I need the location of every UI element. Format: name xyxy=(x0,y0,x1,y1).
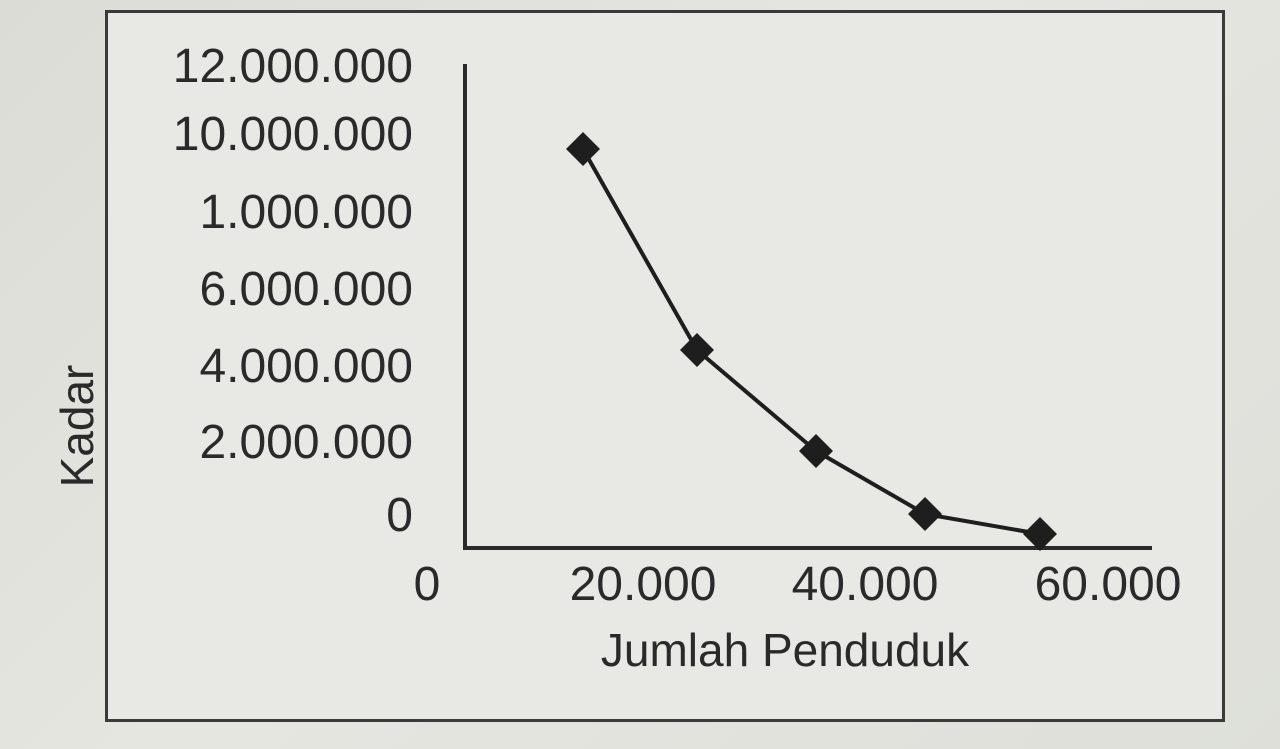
x-axis-title: Jumlah Penduduk xyxy=(601,624,970,676)
y-tick-label: 10.000.000 xyxy=(173,108,413,161)
series-line xyxy=(581,148,1041,536)
y-tick-label: 6.000.000 xyxy=(199,263,413,316)
data-point-marker xyxy=(799,434,833,468)
data-point-marker xyxy=(566,132,600,166)
axes xyxy=(463,64,1152,550)
x-tick-label: 40.000 xyxy=(792,558,939,611)
data-point-marker xyxy=(1023,517,1057,551)
data-point-marker xyxy=(908,497,942,531)
y-tick-label: 12.000.000 xyxy=(173,40,413,93)
y-tick-label: 0 xyxy=(386,489,413,542)
data-point-marker xyxy=(680,333,714,367)
x-tick-label: 0 xyxy=(414,558,441,611)
x-tick-labels: 0 20.000 40.000 60.000 xyxy=(414,558,1182,611)
series-group xyxy=(566,132,1057,551)
x-tick-label: 60.000 xyxy=(1035,558,1182,611)
y-axis-title: Kadar xyxy=(51,365,103,488)
y-tick-label: 1.000.000 xyxy=(199,186,413,239)
y-tick-label: 4.000.000 xyxy=(199,340,413,393)
x-tick-label: 20.000 xyxy=(570,558,717,611)
y-tick-labels: 0 2.000.000 4.000.000 6.000.000 1.000.000 10.… xyxy=(173,40,413,542)
y-tick-label: 2.000.000 xyxy=(199,416,413,469)
chart-frame xyxy=(105,10,1225,722)
